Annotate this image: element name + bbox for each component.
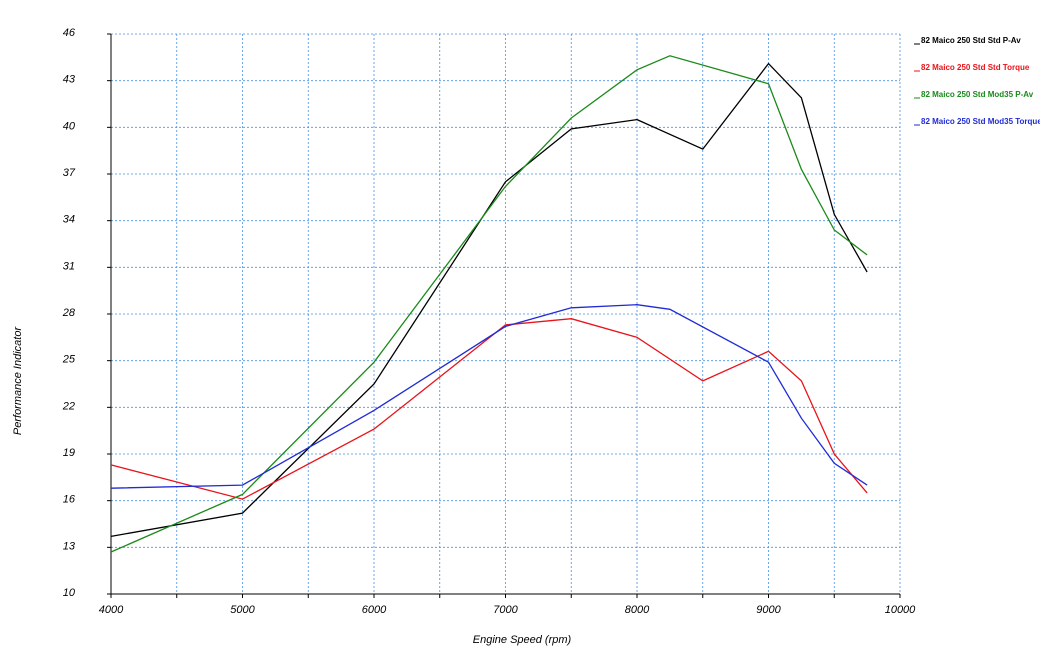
x-tick-label: 7000 <box>493 604 518 616</box>
legend-entry-3: 82 Maico 250 Std Mod35 P-Av <box>921 90 1034 99</box>
x-tick-label: 6000 <box>362 604 387 616</box>
series-line-4 <box>110 304 868 489</box>
y-tick-label: 13 <box>63 540 76 552</box>
y-tick-label: 25 <box>62 354 76 366</box>
x-tick-label: 10000 <box>885 604 916 616</box>
y-axis-title: Performance Indicator <box>12 326 24 436</box>
legend: 82 Maico 250 Std Std P-Av 82 Maico 250 St… <box>914 36 1040 126</box>
x-axis-title: Engine Speed (rpm) <box>473 634 572 646</box>
y-tick-label: 34 <box>63 214 75 226</box>
series-line-1 <box>110 62 868 538</box>
y-tick-label: 22 <box>62 400 75 412</box>
legend-entry-2: 82 Maico 250 Std Std Torque <box>921 63 1030 72</box>
legend-entry-1: 82 Maico 250 Std Std P-Av <box>921 36 1021 45</box>
x-tick-label: 4000 <box>99 604 124 616</box>
legend-entry-4: 82 Maico 250 Std Mod35 Torque <box>921 117 1040 126</box>
x-tick-label: 5000 <box>230 604 255 616</box>
series-line-2 <box>110 318 868 500</box>
series-lines <box>110 55 868 553</box>
y-tick-label: 40 <box>63 120 76 132</box>
x-tick-labels: 4000 5000 6000 7000 8000 9000 10000 <box>99 594 916 616</box>
y-tick-label: 28 <box>62 307 76 319</box>
y-tick-label: 46 <box>63 27 76 39</box>
y-tick-label: 37 <box>63 167 76 179</box>
series-line-3 <box>110 55 868 553</box>
grid <box>111 33 901 594</box>
y-tick-label: 31 <box>63 260 75 272</box>
y-tick-label: 19 <box>63 447 75 459</box>
y-tick-label: 43 <box>63 74 76 86</box>
y-tick-label: 10 <box>63 587 76 599</box>
y-tick-label: 16 <box>63 494 76 506</box>
x-tick-label: 9000 <box>756 604 781 616</box>
x-tick-label: 8000 <box>625 604 650 616</box>
y-tick-labels: 10 13 16 19 22 25 28 31 34 37 40 43 46 <box>62 27 111 599</box>
